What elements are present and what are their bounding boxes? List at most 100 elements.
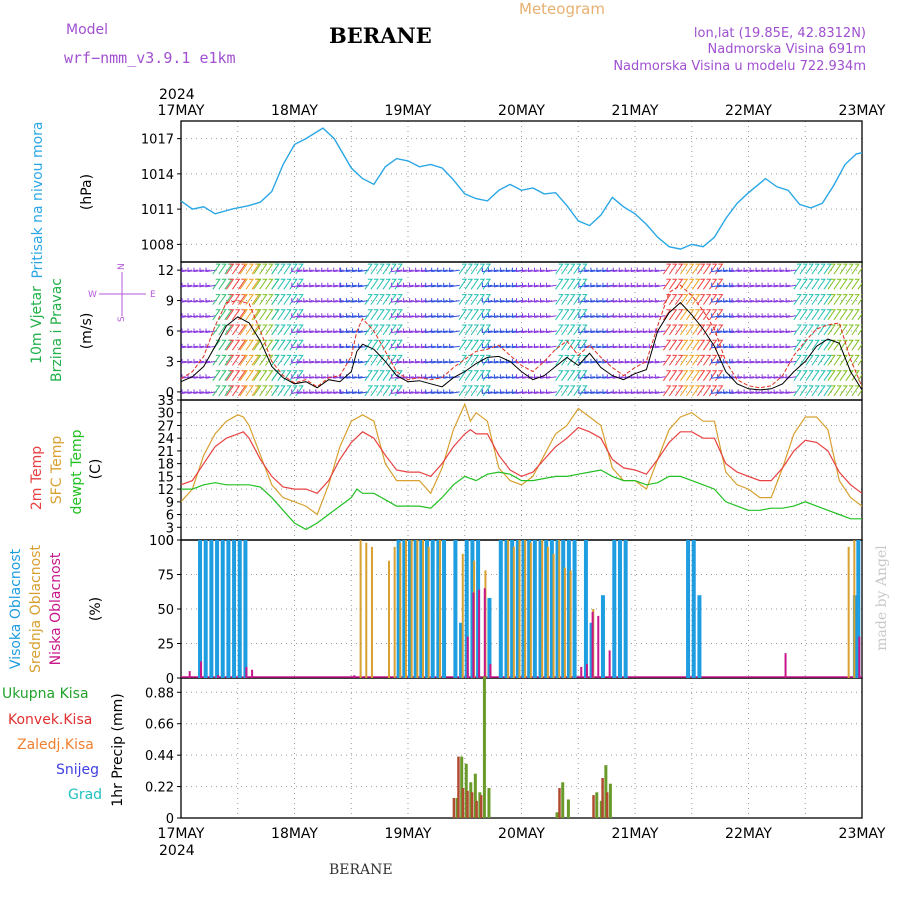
wind-barb xyxy=(239,309,248,321)
wind-barb xyxy=(321,267,332,273)
wind-barb xyxy=(251,354,260,366)
wind-barb xyxy=(499,343,511,349)
wind-barb xyxy=(481,328,493,334)
wind-barb xyxy=(674,309,684,321)
wind-barb xyxy=(231,278,241,290)
precip-conv-bar xyxy=(461,788,465,818)
wind-barb xyxy=(679,278,689,290)
wind-barb xyxy=(403,358,414,364)
wind-barb xyxy=(779,389,791,394)
wind-barb xyxy=(779,343,791,349)
tick-label: 1014 xyxy=(141,168,174,183)
wind-barb xyxy=(259,278,268,290)
wind-barb xyxy=(265,309,274,321)
wind-barb xyxy=(181,284,187,287)
cloud-mid-bar xyxy=(529,542,532,678)
wind-barb xyxy=(578,358,589,364)
wind-barb xyxy=(702,354,712,366)
wind-barb xyxy=(464,339,474,351)
wind-barb xyxy=(799,324,808,336)
wind-barb xyxy=(340,298,351,303)
wind-barb xyxy=(437,298,448,303)
wind-barb xyxy=(805,354,814,366)
wind-barb xyxy=(397,313,408,318)
wind-barb xyxy=(761,313,773,318)
wind-barb xyxy=(590,374,601,379)
wind-barb xyxy=(253,354,262,366)
tick-label: 6 xyxy=(166,325,174,340)
wind-barb xyxy=(685,263,695,275)
wind-barb xyxy=(265,294,274,305)
wind-panel: 10m Vjetar Brzina i Pravac (m/s) W E N S… xyxy=(29,263,863,401)
cloud-high-bar xyxy=(856,540,861,678)
wind-barb xyxy=(259,354,268,366)
wind-barb xyxy=(685,385,695,397)
wind-barb xyxy=(767,358,779,364)
tick-label: 27 xyxy=(157,419,174,434)
wind-barb xyxy=(358,298,369,303)
wind-barb xyxy=(674,339,684,351)
wind-barb xyxy=(839,294,848,305)
wind-barb xyxy=(546,374,557,379)
wind-barb xyxy=(618,282,630,288)
wind-barb xyxy=(711,389,722,394)
wind-barb xyxy=(685,294,695,305)
wind-barb xyxy=(679,339,689,351)
wind-barb xyxy=(253,339,262,351)
wind-barb xyxy=(437,343,448,349)
wind-barb xyxy=(590,313,601,318)
cloud-high-bar xyxy=(515,540,520,678)
wind-barb xyxy=(511,374,523,379)
cloud-high-bar xyxy=(504,540,509,678)
wind-barb xyxy=(394,263,403,275)
wind-barb xyxy=(297,374,308,379)
wind-barb xyxy=(421,282,432,288)
wind-barb xyxy=(654,313,666,318)
wind-barb xyxy=(674,370,684,381)
wind-barb xyxy=(817,324,826,336)
wind-barb xyxy=(516,343,527,349)
temp2m-line xyxy=(180,426,863,495)
wind-barb xyxy=(493,328,505,334)
wind-barb xyxy=(793,370,802,381)
wind-barb xyxy=(793,339,802,351)
wind-barb xyxy=(743,389,755,394)
wind-barb xyxy=(755,389,767,394)
wind-barb xyxy=(679,370,689,381)
wind-barb xyxy=(415,343,426,349)
wind-barb xyxy=(654,282,666,288)
wind-barb xyxy=(388,324,397,336)
cloud-high-bar xyxy=(686,540,691,678)
wind-barb xyxy=(606,298,618,303)
wind-barb xyxy=(691,354,701,366)
wind-barb xyxy=(265,339,274,351)
wind-barb xyxy=(636,374,648,379)
wind-unit: (m/s) xyxy=(79,313,95,350)
wind-barb xyxy=(811,385,820,397)
wind-barb xyxy=(340,313,351,318)
wind-barb xyxy=(277,385,286,397)
cloud-mid-bar xyxy=(359,540,362,678)
wind-barb xyxy=(540,282,551,288)
wind-barb xyxy=(289,294,298,305)
wind-barb xyxy=(573,324,582,336)
year-label-bottom: 2024 xyxy=(159,843,195,859)
wind-barb xyxy=(199,267,211,273)
tick-label: 9 xyxy=(166,295,174,310)
wind-barb xyxy=(458,294,468,305)
wind-barb xyxy=(749,389,761,394)
wind-barb xyxy=(845,278,854,290)
wind-barb xyxy=(702,263,712,275)
wind-barb xyxy=(476,370,486,381)
wind-barb xyxy=(567,354,576,366)
wind-barb xyxy=(749,343,761,349)
wind-barb xyxy=(731,313,743,318)
wind-barb xyxy=(827,324,836,336)
wind-barb xyxy=(668,294,678,305)
wind-barb xyxy=(437,358,448,364)
wind-barb xyxy=(358,267,369,273)
wind-barb xyxy=(743,358,755,364)
wind-barb xyxy=(425,313,436,318)
wind-barb xyxy=(505,282,517,288)
wind-barb xyxy=(470,370,480,381)
